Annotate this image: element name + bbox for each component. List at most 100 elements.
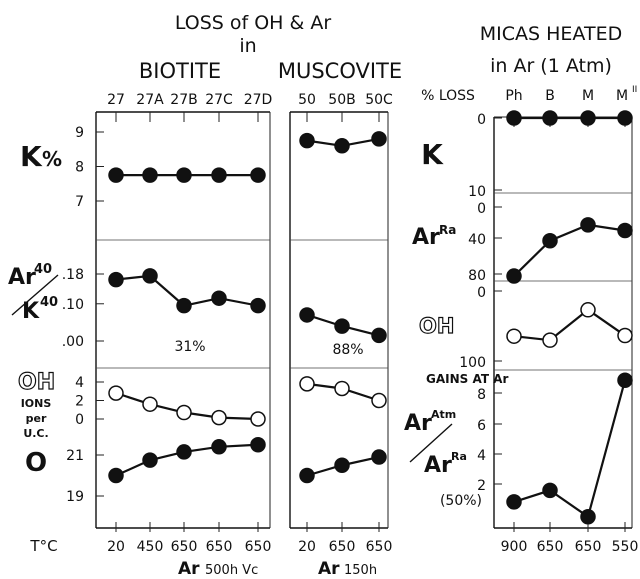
biotite-o-point xyxy=(250,437,266,453)
muscovite-category-label: 50B xyxy=(328,92,355,108)
svg-text:40: 40 xyxy=(34,262,52,277)
y-tick-label: 8 xyxy=(75,160,84,176)
micas-k_loss-point xyxy=(617,110,633,126)
micas-oh_loss-point xyxy=(542,332,558,348)
micas-y-tick-label: 8 xyxy=(477,387,486,403)
micas-ar_loss-point xyxy=(542,232,558,249)
muscovite-ar_k-point xyxy=(334,318,350,334)
ar-k-ratio-label: Ar 40 K 40 xyxy=(8,262,59,324)
y-tick-label: 4 xyxy=(75,375,84,391)
muscovite-k-point xyxy=(371,131,387,147)
micas-y-tick-label: 4 xyxy=(477,448,486,464)
biotite-ar_k-point xyxy=(142,268,158,284)
micas-y-tick-label: 0 xyxy=(477,112,486,128)
svg-text:%: % xyxy=(42,147,62,171)
biotite-title: BIOTITE xyxy=(139,59,221,83)
micas-ar_gain-point xyxy=(617,372,633,388)
svg-text:Ar: Ar xyxy=(318,559,340,579)
y-tick-label: 0 xyxy=(75,412,84,428)
svg-text:Ra: Ra xyxy=(451,450,467,463)
muscovite-ar_k-point xyxy=(371,327,387,344)
svg-text:150h: 150h xyxy=(344,563,377,578)
svg-text:U.C.: U.C. xyxy=(23,427,48,440)
svg-text:K: K xyxy=(20,140,43,173)
svg-text:500h Vc: 500h Vc xyxy=(205,563,258,578)
svg-text:Ar: Ar xyxy=(8,265,36,290)
micas-ar_gain-point xyxy=(580,508,596,525)
muscovite-temperature-label: 20 xyxy=(298,539,316,555)
y-tick-label: .00 xyxy=(62,334,84,350)
biotite-o-point xyxy=(211,439,227,455)
svg-text:Ar: Ar xyxy=(412,225,440,250)
muscovite-category-label: 50 xyxy=(298,92,316,108)
right-title-line1: MICAS HEATED xyxy=(480,23,622,45)
oxygen-label: O xyxy=(25,448,47,478)
biotite-temperature-label: 650 xyxy=(171,539,198,555)
svg-text:IONS: IONS xyxy=(21,397,52,410)
micas-y-tick-label: 6 xyxy=(477,418,486,434)
muscovite-o-point xyxy=(334,457,350,473)
muscovite-oh-point xyxy=(334,380,350,397)
svg-text:Atm: Atm xyxy=(431,408,456,421)
svg-text:Ar: Ar xyxy=(404,411,432,436)
muscovite-oh-point xyxy=(299,376,315,392)
fraction-slash xyxy=(11,274,59,316)
micas-ar_loss-point xyxy=(617,222,633,239)
svg-text:Ar: Ar xyxy=(178,559,200,579)
micas-oh_loss-point xyxy=(580,302,596,318)
biotite-category-label: 27 xyxy=(107,92,125,108)
fifty-percent-label: (50%) xyxy=(440,493,482,509)
ar-radiogenic-label: Ar Ra xyxy=(412,223,456,250)
biotite-oh-point xyxy=(176,404,192,421)
muscovite-o-point xyxy=(299,467,315,484)
biotite-temperature-label: 650 xyxy=(206,539,233,555)
micas-oh_loss-line xyxy=(513,308,626,342)
biotite-ar_k-point xyxy=(108,271,124,288)
temperature-label: T°C xyxy=(29,537,57,555)
y-tick-label: .10 xyxy=(62,297,84,313)
biotite-oh-point xyxy=(250,411,266,427)
muscovite-temperature-label: 650 xyxy=(329,539,356,555)
micas-temperature-label: 900 xyxy=(501,539,528,555)
muscovite-oh-point xyxy=(371,392,387,409)
micas-ar_gain-point xyxy=(542,482,558,499)
micas-k_loss-point xyxy=(580,110,596,126)
muscovite-temperature-label: 650 xyxy=(366,539,393,555)
micas-category-superscript: II xyxy=(632,85,637,95)
micas-k_loss-point xyxy=(506,110,522,126)
y-tick-label: 9 xyxy=(75,125,84,141)
biotite-oh-point xyxy=(108,385,124,401)
gains-label: GAINS AT Ar xyxy=(426,372,508,386)
biotite-percent-annotation: 31% xyxy=(174,339,205,355)
micas-y-tick-label: 10 xyxy=(468,184,486,200)
biotite-category-label: 27D xyxy=(244,92,273,108)
muscovite-o-point xyxy=(371,449,387,465)
percent-loss-label: % LOSS xyxy=(421,88,475,104)
biotite-category-label: 27A xyxy=(136,92,164,108)
biotite-temperature-label: 450 xyxy=(137,539,164,555)
y-tick-label: 2 xyxy=(75,394,84,410)
svg-text:per: per xyxy=(26,412,47,425)
svg-text:40: 40 xyxy=(40,295,58,310)
y-tick-label: 19 xyxy=(66,489,84,505)
biotite-oh-point xyxy=(142,396,158,412)
biotite-ar_k-point xyxy=(211,290,227,306)
biotite-temperature-label: 650 xyxy=(245,539,272,555)
y-tick-label: 7 xyxy=(75,194,84,210)
svg-text:OH: OH xyxy=(18,370,55,395)
biotite-ar_k-point xyxy=(176,297,192,314)
micas-k_loss-point xyxy=(542,110,558,126)
micas-ar_gain-line xyxy=(513,379,627,519)
svg-text:Ra: Ra xyxy=(439,223,456,237)
micas-y-tick-label: 40 xyxy=(468,232,486,248)
muscovite-percent-annotation: 88% xyxy=(332,342,363,358)
micas-temperature-label: 550 xyxy=(612,539,639,555)
ar-atm-ratio-label: Ar Atm Ar Ra xyxy=(404,408,467,478)
biotite-oh-point xyxy=(211,409,227,426)
biotite-category-label: 27C xyxy=(205,92,233,108)
muscovite-condition: Ar 150h xyxy=(318,559,377,579)
k-percent-label: K % xyxy=(20,140,62,173)
micas-ar_gain-point xyxy=(506,494,522,510)
